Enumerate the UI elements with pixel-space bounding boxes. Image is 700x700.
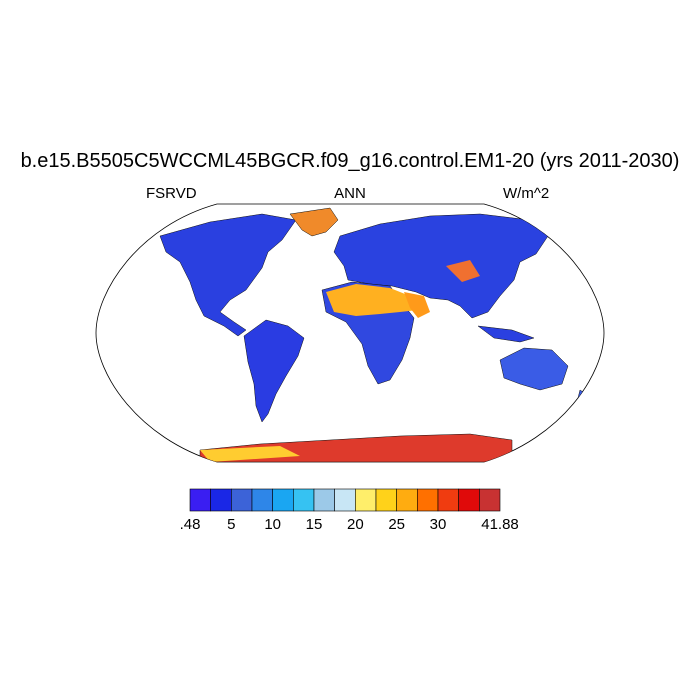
- season-label: ANN: [334, 185, 366, 202]
- colorbar-swatch: [334, 488, 356, 512]
- sahara-desert: [326, 284, 418, 316]
- antarctic-peninsula: [200, 446, 300, 462]
- variable-label: FSRVD: [146, 185, 197, 202]
- colorbar-swatch: [210, 488, 232, 512]
- colorbar-tick-label: 10: [264, 516, 281, 533]
- units-label: W/m^2: [503, 185, 550, 202]
- colorbar-swatch: [479, 488, 501, 512]
- colorbar-swatch: [251, 488, 273, 512]
- north-america: [159, 213, 297, 337]
- colorbar-tick-label: 15: [305, 516, 323, 533]
- colorbar-swatch: [458, 488, 480, 512]
- greenland: [289, 207, 339, 237]
- colorbar-tick-label: 25: [388, 516, 405, 533]
- colorbar-swatch: [231, 488, 253, 512]
- tibet-plateau: [446, 260, 480, 282]
- colorbar-swatch: [417, 488, 439, 512]
- eurasia: [333, 213, 549, 319]
- colorbar-swatch: [293, 488, 315, 512]
- colorbar: [189, 488, 501, 512]
- colorbar-tick-label: 5: [227, 516, 236, 533]
- south-america: [243, 319, 305, 423]
- colorbar-swatch: [396, 488, 418, 512]
- colorbar-swatch: [355, 488, 377, 512]
- colorbar-swatch: [437, 488, 459, 512]
- colorbar-swatch: [272, 488, 294, 512]
- arabia-desert: [404, 292, 430, 318]
- indonesia: [477, 325, 535, 343]
- colorbar-swatch: [313, 488, 335, 512]
- colorbar-swatch: [375, 488, 397, 512]
- colorbar-tick-label: 20: [346, 516, 364, 533]
- colorbar-swatch: [189, 488, 211, 512]
- colorbar-tick-label: .48: [179, 516, 201, 533]
- map-title: b.e15.B5505C5WCCML45BGCR.f09_g16.control…: [20, 150, 680, 172]
- australia: [499, 347, 569, 391]
- colorbar-tick-label: 30: [429, 516, 447, 533]
- colorbar-tick-label: 41.88: [481, 516, 519, 533]
